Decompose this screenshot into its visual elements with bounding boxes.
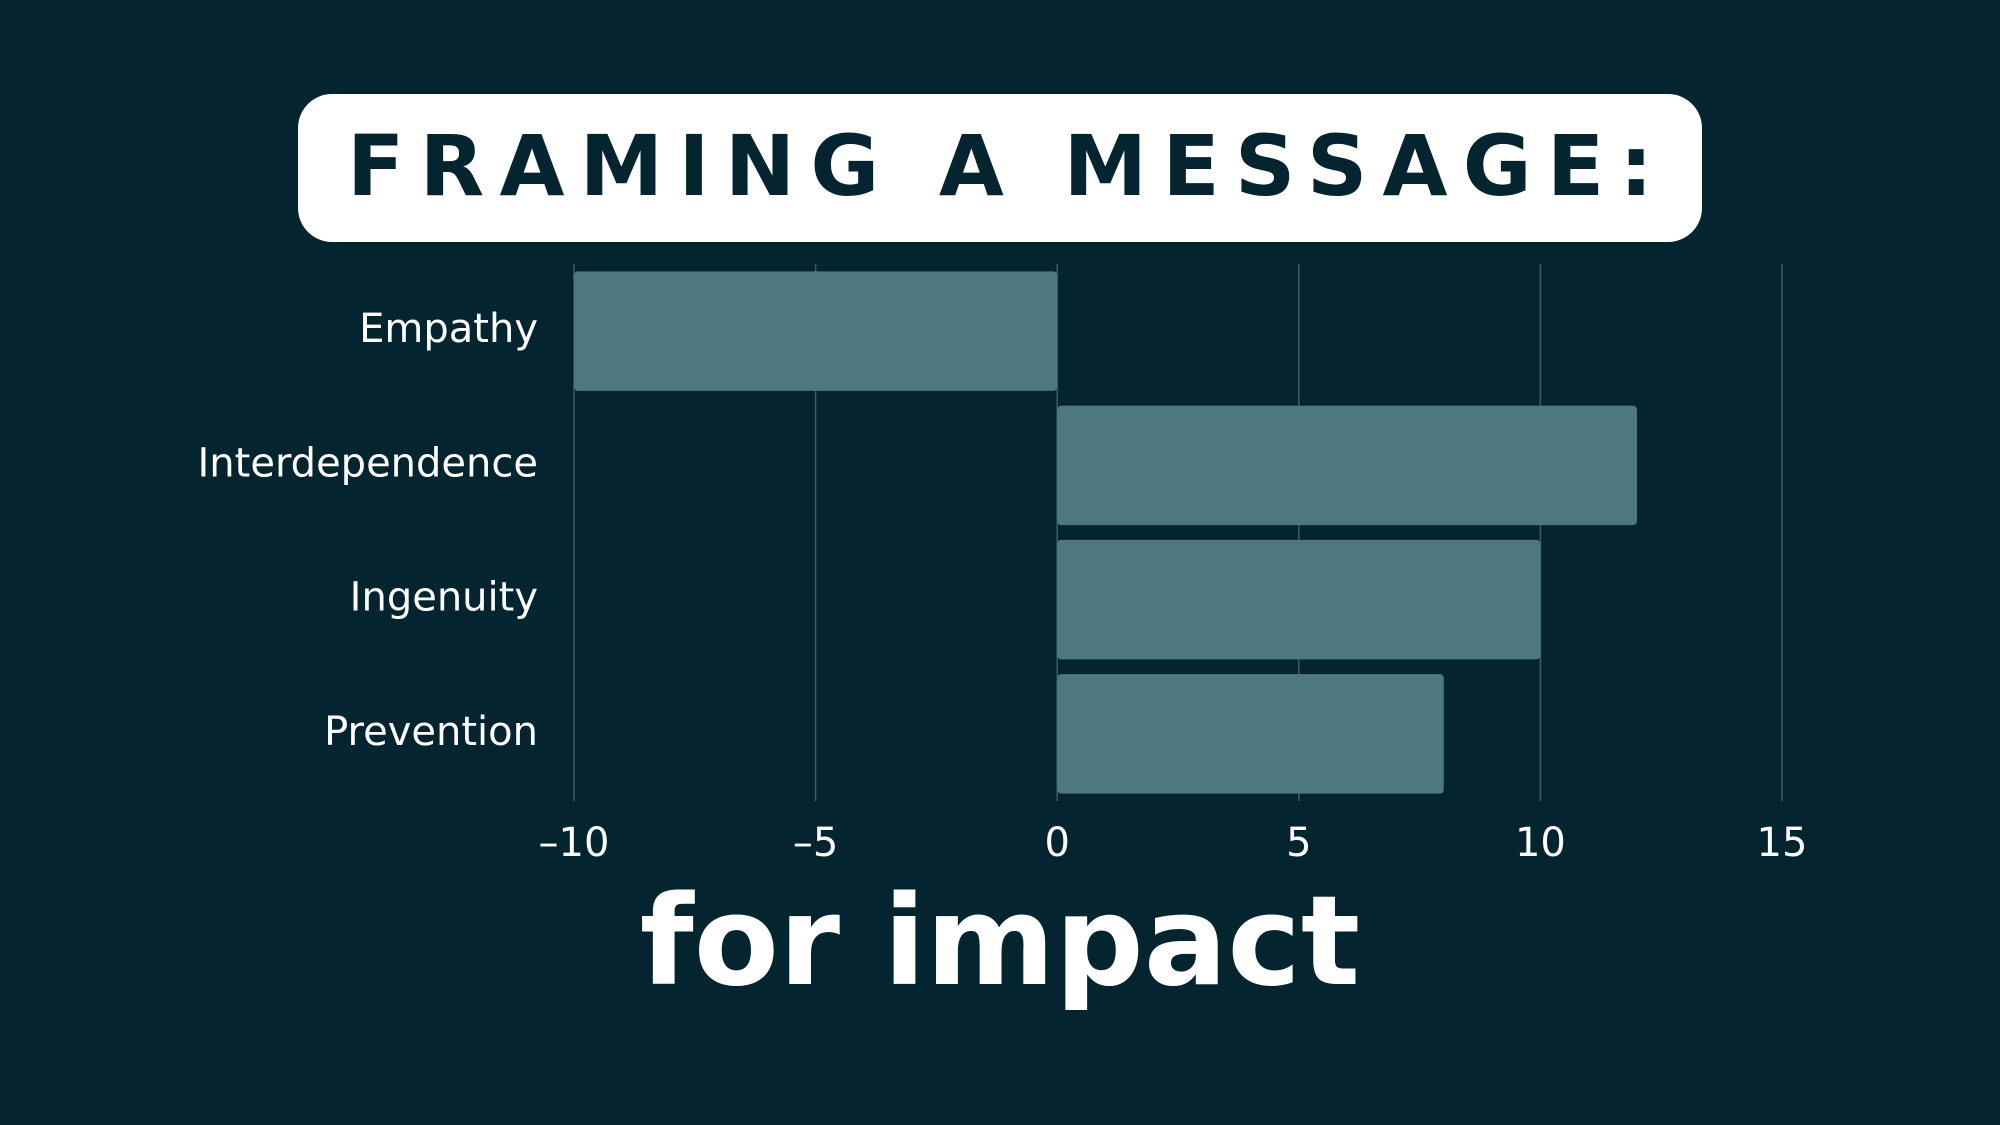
bar <box>574 271 1058 391</box>
bar <box>1057 405 1638 526</box>
x-tick-label: 0 <box>1044 820 1069 866</box>
y-tick-label: Empathy <box>359 306 538 352</box>
title-box <box>298 94 1702 242</box>
y-tick-label: Prevention <box>324 709 538 755</box>
bar <box>1057 674 1444 794</box>
chart-subtitle: for impact <box>640 870 1360 1014</box>
x-tick-label: –5 <box>793 820 838 866</box>
x-tick-label: 5 <box>1286 820 1311 866</box>
y-tick-label: Ingenuity <box>350 575 538 621</box>
bar <box>1057 539 1541 660</box>
x-tick-label: 10 <box>1515 820 1566 866</box>
x-tick-label: 15 <box>1757 820 1808 866</box>
x-tick-label: –10 <box>539 820 610 866</box>
y-tick-label: Interdependence <box>198 440 539 486</box>
